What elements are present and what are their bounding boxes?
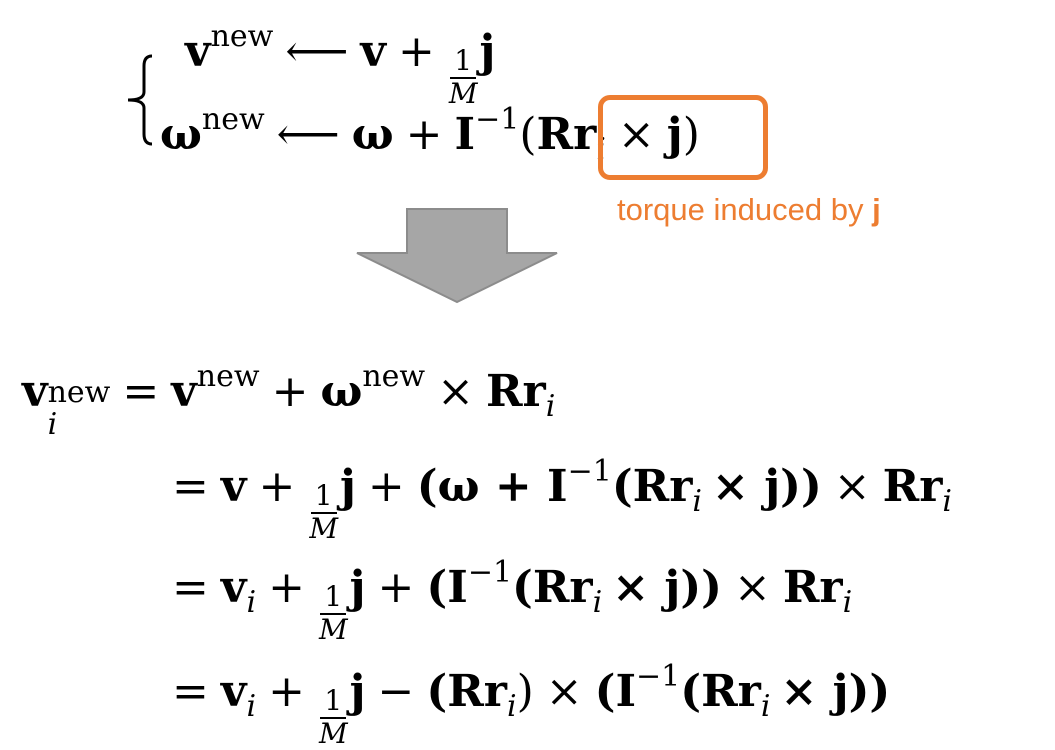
v-new-symbol: v <box>185 26 211 77</box>
vi-subscript: i <box>246 689 257 724</box>
fraction-denominator: M <box>318 612 348 646</box>
rotation-symbol: R <box>536 109 574 160</box>
tail-rr-subscript: i <box>842 585 853 620</box>
close-paren: ) <box>682 109 700 160</box>
omega-new-superscript: new <box>201 102 265 137</box>
cross-operator: × <box>733 562 771 613</box>
equals-operator: = <box>172 461 209 512</box>
tail-inner-rr-subscript: i <box>760 689 771 724</box>
down-arrow-icon <box>356 208 558 304</box>
plus-operator: + <box>398 26 435 77</box>
vi-term: v <box>220 562 247 613</box>
j-term: j <box>340 461 356 512</box>
vi-superscript: new <box>47 375 111 410</box>
annotation-text: torque induced by <box>617 192 873 227</box>
tail-rr: Rr <box>782 562 843 613</box>
inner-cross-j: × j)) <box>712 461 822 512</box>
fraction-numerator: 1 <box>320 685 347 719</box>
omega-new-term: ω <box>320 366 363 417</box>
fraction-denominator: M <box>309 511 338 545</box>
omega-symbol: ω <box>351 109 394 160</box>
inner-rr: (Rr <box>512 562 593 613</box>
inner-rr: (Rr <box>611 461 693 512</box>
plus-operator: + <box>271 366 309 417</box>
equals-operator: = <box>172 666 209 717</box>
omega-inertia-group: (ω + I <box>416 461 568 512</box>
open-paren: ( <box>519 109 537 160</box>
cross-operator: × <box>437 366 474 417</box>
tail-rr-subscript: i <box>942 484 953 519</box>
v-term: v <box>220 461 247 512</box>
inverse-superscript: −1 <box>567 454 612 489</box>
one-over-m-fraction: 1 M <box>309 480 338 545</box>
tail-inertia: (I <box>594 666 637 717</box>
plus-operator: + <box>268 562 305 613</box>
one-over-m-fraction: 1 M <box>318 685 348 750</box>
inertia-group: (I <box>426 562 468 613</box>
vi-scripts: new i <box>48 377 111 440</box>
v-new-superscript: new <box>210 19 274 54</box>
one-over-m-fraction: 1 M <box>318 581 348 646</box>
fraction-numerator: 1 <box>310 480 337 514</box>
equals-operator: = <box>122 366 160 417</box>
vi-term: v <box>220 666 247 717</box>
vi-subscript: i <box>47 406 58 442</box>
plus-operator: + <box>367 461 405 512</box>
update-arrow: ⟵ <box>285 26 349 77</box>
fraction-denominator: M <box>448 76 478 110</box>
derivation-row-4: = v i + 1 M j − (Rr i ) × (I −1 (Rr i × … <box>160 662 891 749</box>
v-symbol: v <box>360 26 386 77</box>
rr-group: (Rr <box>426 666 507 717</box>
rr-subscript: i <box>545 389 556 424</box>
plus-operator: + <box>268 666 305 717</box>
system-brace <box>127 54 153 146</box>
torque-annotation: torque induced by j <box>617 192 881 228</box>
tail-rr: Rr <box>882 461 943 512</box>
rr-group-subscript: i <box>506 689 517 724</box>
v-new-term-superscript: new <box>196 359 260 394</box>
annotation-j: j <box>872 192 881 227</box>
r-symbol: r <box>573 109 597 160</box>
derivation-row-3: = v i + 1 M j + (I −1 (Rr i × j)) × Rr i <box>160 558 853 645</box>
inner-rr-subscript: i <box>692 484 703 519</box>
inverse-superscript: −1 <box>467 555 513 590</box>
inverse-superscript: −1 <box>475 102 520 137</box>
j-symbol: j <box>479 26 496 77</box>
inverse-superscript: −1 <box>636 659 681 694</box>
plus-operator: + <box>258 461 296 512</box>
rr-term: Rr <box>485 366 546 417</box>
torque-highlight-box <box>598 95 768 180</box>
v-new-term: v <box>171 366 197 417</box>
vi-new-symbol: v <box>22 366 48 417</box>
one-over-m-fraction: 1 M <box>448 45 478 110</box>
fraction-numerator: 1 <box>320 581 347 615</box>
derivation-row-2: = v + 1 M j + (ω + I −1 (Rr i × j)) × Rr… <box>160 457 953 544</box>
fraction-numerator: 1 <box>450 45 477 79</box>
equals-operator: = <box>172 562 209 613</box>
vi-subscript: i <box>246 585 257 620</box>
tail-inner-rr: (Rr <box>680 666 761 717</box>
omega-new-symbol: ω <box>160 109 202 160</box>
cross-operator: × <box>545 666 583 717</box>
inertia-symbol: I <box>454 109 476 160</box>
j-term: j <box>349 562 366 613</box>
derivation-row-1: v new i = v new + ω new × Rr i <box>22 362 556 444</box>
minus-operator: − <box>377 666 415 717</box>
plus-operator: + <box>377 562 415 613</box>
j-symbol: j <box>666 109 683 160</box>
cross-operator: × <box>617 109 655 160</box>
fraction-denominator: M <box>318 716 348 750</box>
update-arrow: ⟵ <box>276 109 340 160</box>
tail-cross-j: × j)) <box>780 666 891 717</box>
omega-new-term-superscript: new <box>362 359 426 394</box>
top-equation-velocity: v new ⟵ v + 1 M j <box>185 22 496 109</box>
rr-group-close: ) <box>516 666 534 717</box>
cross-operator: × <box>833 461 871 512</box>
plus-operator: + <box>405 109 443 160</box>
j-term: j <box>349 666 366 717</box>
inner-rr-subscript: i <box>592 585 603 620</box>
top-equation-angular: ω new ⟵ ω + I −1 ( R r i × j ) <box>160 105 700 165</box>
inner-cross-j: × j)) <box>612 562 722 613</box>
